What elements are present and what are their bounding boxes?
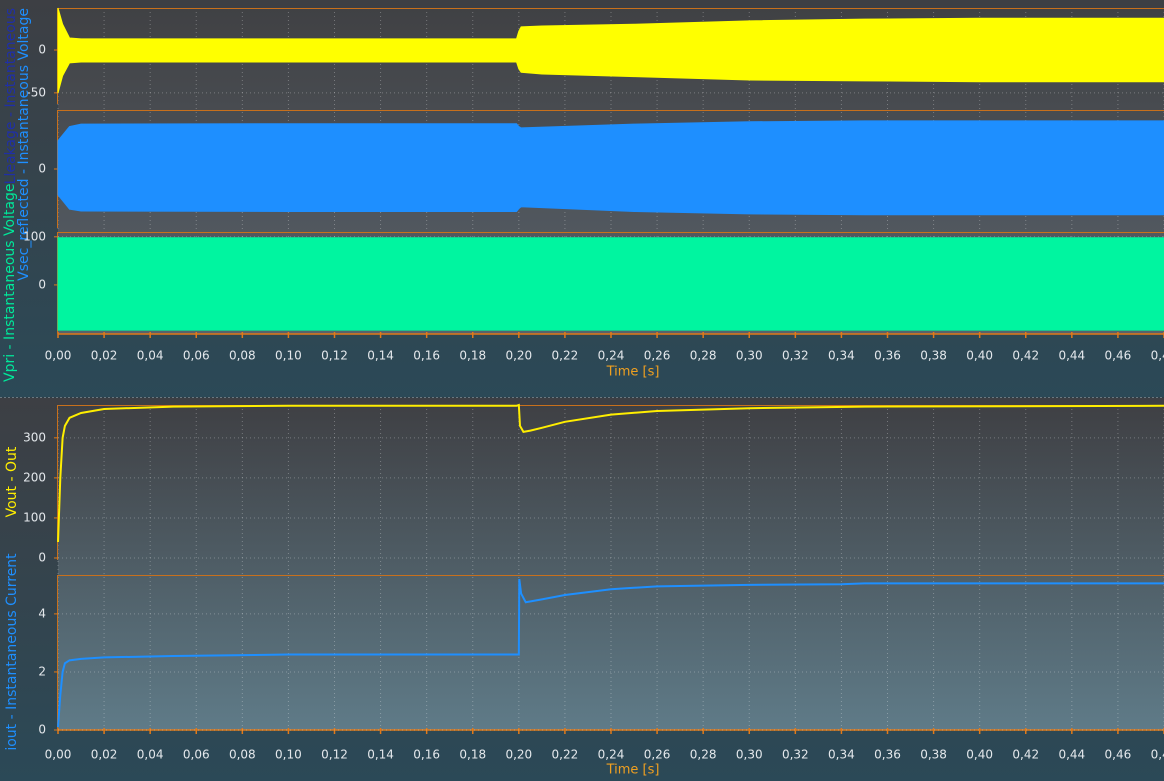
y-axis-label: Vpri - Instantaneous Voltage xyxy=(2,183,18,382)
x-tick-label: 0,00 xyxy=(45,748,72,762)
x-tick-label: 0,38 xyxy=(920,748,947,762)
x-tick-label: 0,44 xyxy=(1058,748,1085,762)
x-tick-label: 0,00 xyxy=(45,349,72,363)
x-tick-label: 0,30 xyxy=(736,349,763,363)
y-tick-label: 0 xyxy=(38,723,46,737)
x-tick-label: 0,40 xyxy=(966,748,993,762)
x-tick-label: 0,22 xyxy=(552,748,579,762)
x-tick-label: 0,40 xyxy=(966,349,993,363)
y-axis-label: iout - Instantaneous Current xyxy=(4,553,20,751)
y-tick-label: 100 xyxy=(23,510,46,524)
x-tick-label: 0,16 xyxy=(413,748,440,762)
x-tick-label: 0,46 xyxy=(1105,748,1132,762)
y-tick-label: 300 xyxy=(23,430,46,444)
x-tick-label: 0,32 xyxy=(782,748,809,762)
y-tick-label: 200 xyxy=(23,470,46,484)
x-tick-label: 0,06 xyxy=(183,748,210,762)
x-tick-label: 0,34 xyxy=(828,349,855,363)
x-axis-label: Time [s] xyxy=(606,365,660,380)
y-tick-label: -50 xyxy=(26,85,46,99)
x-tick-label: 0,48 xyxy=(1151,748,1164,762)
y-axis-label: Vout - Out xyxy=(4,446,20,517)
x-tick-label: 0,14 xyxy=(367,748,394,762)
x-tick-label: 0,16 xyxy=(413,349,440,363)
x-tick-label: 0,28 xyxy=(690,349,717,363)
x-tick-label: 0,22 xyxy=(552,349,579,363)
x-tick-label: 0,34 xyxy=(828,748,855,762)
x-tick-label: 0,06 xyxy=(183,349,210,363)
x-tick-label: 0,20 xyxy=(505,748,532,762)
y-axis-label: Lleakage - Instantaneous xyxy=(3,8,19,184)
x-tick-label: 0,30 xyxy=(736,748,763,762)
x-tick-label: 0,24 xyxy=(598,748,625,762)
signal-band xyxy=(57,7,1164,93)
x-tick-label: 0,18 xyxy=(459,349,486,363)
x-tick-label: 0,42 xyxy=(1012,349,1039,363)
x-tick-label: 0,08 xyxy=(229,748,256,762)
y-tick-label: 0 xyxy=(38,162,46,176)
y-tick-label: 100 xyxy=(23,229,46,243)
x-tick-label: 0,02 xyxy=(91,349,118,363)
x-tick-label: 0,36 xyxy=(874,748,901,762)
signal-line xyxy=(57,578,1164,728)
x-tick-label: 0,20 xyxy=(505,349,532,363)
signal-band xyxy=(57,120,1164,216)
x-tick-label: 0,04 xyxy=(137,349,164,363)
x-tick-label: 0,42 xyxy=(1012,748,1039,762)
y-tick-label: 4 xyxy=(38,606,46,620)
x-tick-label: 0,38 xyxy=(920,349,947,363)
x-tick-label: 0,26 xyxy=(644,748,671,762)
y-tick-label: 2 xyxy=(38,664,46,678)
x-tick-label: 0,08 xyxy=(229,349,256,363)
x-tick-label: 0,32 xyxy=(782,349,809,363)
x-tick-label: 0,46 xyxy=(1105,349,1132,363)
x-tick-label: 0,44 xyxy=(1058,349,1085,363)
y-tick-label: 0 xyxy=(38,277,46,291)
x-tick-label: 0,18 xyxy=(459,748,486,762)
x-tick-label: 0,28 xyxy=(690,748,717,762)
x-tick-label: 0,10 xyxy=(275,349,302,363)
y-tick-label: 0 xyxy=(38,43,46,57)
x-tick-label: 0,24 xyxy=(598,349,625,363)
x-tick-label: 0,02 xyxy=(91,748,118,762)
x-tick-label: 0,12 xyxy=(321,349,348,363)
x-tick-label: 0,36 xyxy=(874,349,901,363)
x-tick-label: 0,26 xyxy=(644,349,671,363)
signal-line xyxy=(57,403,1164,543)
x-tick-label: 0,12 xyxy=(321,748,348,762)
y-axis-label: Vsec_reflected - Instantaneous Voltage xyxy=(16,8,32,281)
x-tick-label: 0,04 xyxy=(137,748,164,762)
y-tick-label: 0 xyxy=(38,550,46,564)
x-tick-label: 0,48 xyxy=(1151,349,1164,363)
x-tick-label: 0,10 xyxy=(275,748,302,762)
x-axis-label: Time [s] xyxy=(606,763,660,778)
plot-area xyxy=(58,405,1164,730)
signal-band xyxy=(57,237,1164,331)
x-tick-label: 0,14 xyxy=(367,349,394,363)
